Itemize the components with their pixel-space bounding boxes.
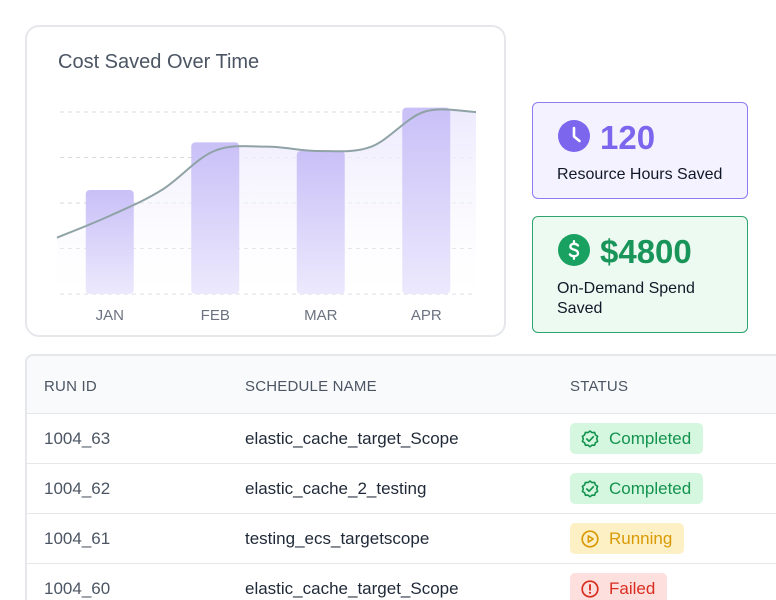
header-schedule-name[interactable]: SCHEDULE NAME [245,378,377,395]
runs-table: RUN ID SCHEDULE NAME STATUS 1004_63 elas… [25,354,776,600]
table-row[interactable]: 1004_60 elastic_cache_target_Scope Faile… [27,564,776,600]
status-text: Completed [609,478,692,498]
status-text: Failed [609,578,656,598]
bar-feb[interactable] [191,142,240,294]
status-text: Completed [609,428,692,448]
badge-check-icon [581,429,599,448]
header-run-id[interactable]: RUN ID [44,378,97,395]
schedule-name[interactable]: elastic_cache_target_Scope [245,579,459,598]
alert-circle-icon [581,579,599,598]
run-id: 1004_62 [44,479,111,498]
spend-saved-label: On-Demand Spend Saved [557,280,695,317]
resource-hours-label: Resource Hours Saved [557,166,723,183]
bar-mar[interactable] [296,151,345,294]
run-id: 1004_60 [44,579,111,598]
schedule-name[interactable]: elastic_cache_target_Scope [245,429,459,448]
play-circle-icon [581,529,599,548]
status-badge: Completed [570,473,704,504]
header-status[interactable]: STATUS [570,378,629,395]
chart-title: Cost Saved Over Time [58,51,260,73]
table-row[interactable]: 1004_61 testing_ecs_targetscope Running [27,514,776,564]
run-id: 1004_63 [44,429,111,448]
schedule-name[interactable]: testing_ecs_targetscope [245,529,430,548]
x-tick-label: FEB [201,307,230,324]
badge-check-icon [581,479,599,498]
spend-saved-card: $4800 On-Demand Spend Saved [532,216,748,333]
spend-saved-value: $4800 [600,233,692,270]
table-header: RUN ID SCHEDULE NAME STATUS [27,356,776,414]
x-tick-label: APR [411,307,442,324]
table-row[interactable]: 1004_62 elastic_cache_2_testing Complete… [27,464,776,514]
cost-chart-card: JAN FEB MAR APR Cost Saved Over Time [25,25,506,337]
dollar-icon [558,234,590,266]
trend-line [56,108,477,239]
cost-chart: JAN FEB MAR APR [56,107,477,324]
bar-jan[interactable] [85,190,134,294]
x-tick-label: MAR [304,307,338,324]
resource-hours-card: 120 Resource Hours Saved [532,102,748,199]
table-row[interactable]: 1004_63 elastic_cache_target_Scope Compl… [27,414,776,464]
status-text: Running [609,528,673,548]
status-badge: Completed [570,423,704,454]
x-tick-label: JAN [96,307,124,324]
resource-hours-value: 120 [600,119,656,156]
trend-area [57,109,476,294]
clock-icon [558,120,590,152]
status-badge: Failed [570,573,668,600]
bar-apr[interactable] [402,107,451,295]
schedule-name[interactable]: elastic_cache_2_testing [245,479,427,498]
status-badge: Running [570,523,685,554]
run-id: 1004_61 [44,529,111,548]
